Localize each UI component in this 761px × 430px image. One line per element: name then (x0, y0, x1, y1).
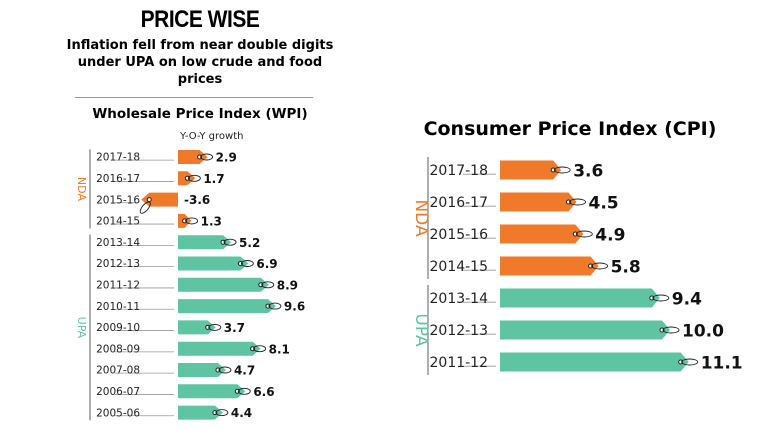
tag-string (652, 294, 670, 302)
category-label: 2017-18 (96, 152, 140, 164)
data-label: 10.0 (682, 321, 724, 341)
data-label: 11.1 (701, 353, 743, 373)
data-label: 6.6 (253, 385, 274, 399)
data-label: 5.8 (611, 257, 641, 277)
page-subtitle: Inflation fell from near double digits u… (66, 38, 334, 87)
bar-2012-13 (178, 256, 249, 271)
tag-string (553, 166, 571, 174)
category-label: 2012-13 (96, 258, 140, 270)
tag-string (223, 238, 237, 246)
bar-2008-09 (178, 341, 261, 356)
tag-string (200, 153, 214, 161)
tag-string (237, 387, 251, 395)
bar-2006-07 (178, 384, 246, 399)
data-label: 6.9 (256, 257, 277, 271)
bar-2011-12 (500, 352, 689, 372)
data-label: 3.6 (573, 161, 603, 181)
bar-2017-18 (178, 150, 208, 164)
category-label: 2009-10 (96, 322, 140, 334)
bar-2011-12 (178, 277, 269, 292)
tag-string (662, 326, 680, 334)
tag-string (139, 201, 151, 214)
tag-string (569, 198, 586, 206)
category-label: 2013-14 (96, 237, 140, 249)
data-label: 5.2 (239, 236, 260, 250)
category-label: 2012-13 (430, 323, 489, 339)
category-label: 2014-15 (96, 216, 140, 228)
tag-string (208, 323, 222, 331)
data-label: 1.3 (201, 214, 222, 228)
bar-2007-08 (178, 363, 226, 377)
category-label: 2007-08 (96, 365, 140, 377)
data-label: 9.4 (672, 289, 702, 309)
data-label: 8.9 (277, 278, 298, 292)
category-label: 2008-09 (96, 343, 140, 355)
bar-2012-13 (500, 320, 670, 340)
tag-string (187, 174, 201, 182)
wpi-chart-title: Wholesale Price Index (WPI) (92, 106, 308, 122)
data-label: 4.4 (231, 406, 252, 420)
category-label: 2016-17 (430, 195, 489, 211)
tag-string (240, 260, 254, 267)
group-label-upa: UPA (75, 317, 88, 339)
bar-2017-18 (500, 160, 562, 180)
bar-2013-14 (178, 235, 232, 250)
cpi-chart-title: Consumer Price Index (CPI) (423, 118, 717, 140)
group-label-upa: UPA (411, 313, 431, 347)
data-label: 9.6 (284, 300, 305, 314)
page-title: PRICE WISE (140, 6, 260, 33)
group-label-nda: NDA (411, 199, 431, 237)
data-label: -3.6 (184, 193, 210, 207)
tag-string (185, 217, 199, 225)
group-label-nda: NDA (75, 177, 88, 202)
bar-2014-15 (500, 256, 599, 276)
tag-string (591, 262, 609, 270)
bar-2010-11 (178, 299, 276, 314)
data-label: 2.9 (216, 151, 237, 165)
data-label: 3.7 (224, 321, 245, 335)
wpi-chart-subtitle: Y-O-Y growth (180, 131, 244, 142)
bar-2016-17 (500, 192, 577, 212)
category-label: 2006-07 (96, 386, 140, 398)
tag-string (261, 281, 275, 289)
category-label: 2017-18 (430, 163, 489, 179)
data-label: 4.9 (595, 225, 625, 245)
data-label: 4.7 (234, 364, 255, 378)
bar-2009-10 (178, 320, 216, 335)
tag-string (215, 409, 229, 417)
category-label: 2015-16 (430, 227, 489, 243)
category-label: 2011-12 (96, 279, 140, 291)
data-label: 4.5 (589, 193, 619, 213)
category-label: 2010-11 (96, 301, 140, 313)
category-label: 2016-17 (96, 173, 140, 185)
category-label: 2005-06 (96, 407, 140, 419)
tag-string (575, 230, 593, 238)
tag-string (268, 302, 282, 310)
tag-string (253, 345, 267, 353)
category-label: 2011-12 (430, 355, 489, 371)
bar-2005-06 (178, 405, 223, 420)
tag-hole (146, 197, 152, 203)
category-label: 2013-14 (430, 291, 489, 307)
data-label: 1.7 (203, 172, 224, 186)
bar-2015-16 (500, 224, 584, 244)
data-label: 8.1 (269, 342, 290, 356)
bar-2013-14 (500, 288, 660, 308)
category-label: 2015-16 (96, 194, 140, 206)
tag-string (681, 358, 699, 366)
category-label: 2014-15 (430, 259, 489, 275)
tag-string (218, 366, 232, 374)
divider (75, 97, 313, 98)
